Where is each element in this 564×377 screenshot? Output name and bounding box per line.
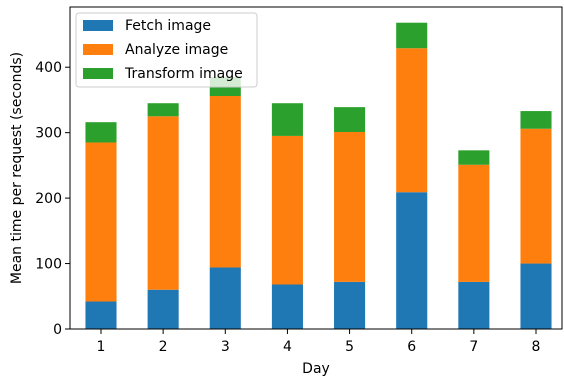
bars-group — [85, 22, 552, 329]
bar-day-7-series-1 — [458, 281, 490, 329]
bar-day-2-series-1 — [147, 289, 179, 329]
legend-label-1: Fetch image — [125, 18, 211, 34]
x-axis: 1 2 3 4 5 6 7 8 — [97, 329, 541, 355]
legend-label-2: Analyze image — [125, 42, 228, 58]
bar-day-1-series-3 — [85, 122, 117, 143]
x-axis-label: Day — [302, 361, 330, 377]
legend-swatch-1 — [83, 20, 113, 31]
bar-day-3-series-2 — [209, 96, 241, 268]
x-tick-label-5: 5 — [345, 339, 354, 355]
bar-day-2-series-3 — [147, 103, 179, 117]
x-tick-label-3: 3 — [221, 339, 230, 355]
bar-day-8-series-3 — [520, 111, 552, 129]
bar-day-3-series-1 — [209, 267, 241, 329]
bar-day-1-series-1 — [85, 301, 117, 329]
x-tick-label-4: 4 — [283, 339, 292, 355]
legend-swatch-3 — [83, 68, 113, 79]
bar-day-7-series-2 — [458, 164, 490, 282]
y-axis-label: Mean time per request (seconds) — [9, 52, 25, 284]
legend-label-3: Transform image — [124, 66, 243, 82]
bar-day-6-series-2 — [396, 48, 428, 193]
bar-day-4-series-2 — [271, 135, 303, 285]
y-tick-label-0: 0 — [53, 322, 62, 338]
legend: Fetch image Analyze image Transform image — [75, 12, 258, 88]
bar-day-5-series-2 — [334, 132, 366, 282]
bar-day-2-series-2 — [147, 116, 179, 290]
legend-swatch-2 — [83, 44, 113, 55]
x-tick-label-7: 7 — [469, 339, 478, 355]
bar-day-8-series-1 — [520, 263, 552, 329]
y-tick-label-200: 200 — [35, 191, 62, 207]
plot-frame — [69, 6, 563, 330]
bar-day-4-series-3 — [271, 103, 303, 136]
bar-day-7-series-3 — [458, 150, 490, 165]
y-axis: 0 100 200 300 400 — [35, 60, 70, 338]
bar-day-5-series-1 — [334, 281, 366, 329]
x-tick-label-8: 8 — [532, 339, 541, 355]
x-tick-label-2: 2 — [159, 339, 168, 355]
bar-day-4-series-1 — [271, 284, 303, 329]
bar-day-6-series-3 — [396, 22, 428, 49]
y-tick-label-300: 300 — [35, 126, 62, 142]
bar-day-5-series-3 — [334, 107, 366, 132]
bar-day-1-series-2 — [85, 142, 117, 302]
bar-day-8-series-2 — [520, 128, 552, 264]
legend-box — [75, 12, 258, 88]
x-tick-label-6: 6 — [407, 339, 416, 355]
y-tick-label-100: 100 — [35, 257, 62, 273]
x-tick-label-1: 1 — [97, 339, 106, 355]
y-tick-label-400: 400 — [35, 60, 62, 76]
bar-day-6-series-1 — [396, 192, 428, 329]
